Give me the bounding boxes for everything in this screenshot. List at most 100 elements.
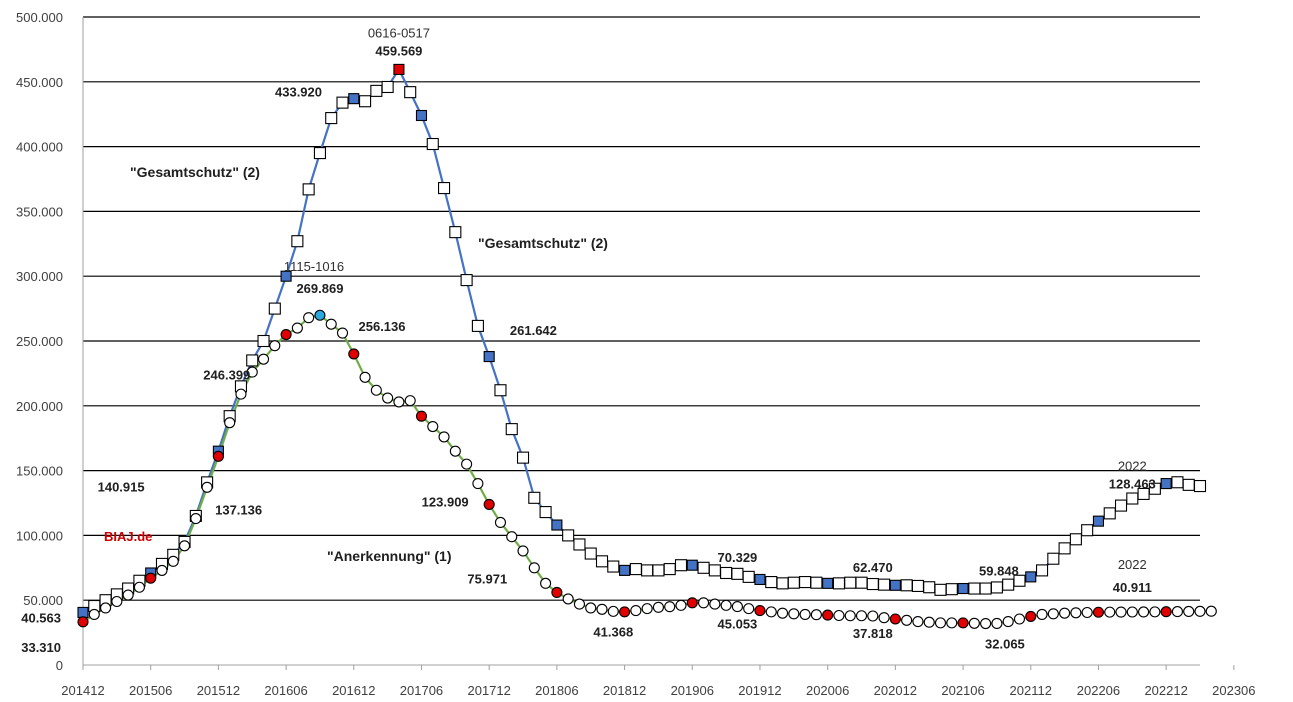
- y-tick-label: 250.000: [16, 334, 63, 349]
- anerkennung-point: [269, 340, 281, 352]
- anerkennung-point: [743, 603, 755, 615]
- gesamtschutz-point: [505, 423, 518, 436]
- anerkennung-point: [946, 617, 958, 629]
- gesamtschutz-point: [742, 570, 755, 583]
- anerkennung-point: [178, 540, 191, 552]
- data-label: 261.642: [510, 323, 557, 338]
- gesamtschutz-point: [1025, 571, 1037, 583]
- anerkennung-point: [336, 327, 349, 339]
- y-tick-label: 50.000: [23, 593, 63, 608]
- anerkennung-point: [652, 601, 664, 613]
- gesamtschutz-point: [1002, 578, 1015, 591]
- gesamtschutz-point: [1148, 482, 1161, 495]
- data-label: 0616-0517: [368, 25, 430, 40]
- anerkennung-point: [348, 348, 360, 360]
- data-label: 128.463: [1109, 477, 1156, 492]
- anerkennung-point: [540, 577, 552, 589]
- data-label: 0722-0623: [1250, 0, 1293, 3]
- data-label: 40.563: [21, 610, 61, 625]
- gesamtschutz-point: [1160, 478, 1172, 490]
- anerkennung-point: [731, 601, 743, 613]
- anerkennung-point: [415, 410, 428, 422]
- anerkennung-point: [855, 610, 868, 622]
- x-tick-label: 201512: [197, 683, 240, 698]
- data-label: 269.869: [296, 281, 343, 296]
- gesamtschutz-point: [404, 86, 417, 99]
- gesamtschutz-point: [844, 576, 857, 589]
- x-tick-label: 202206: [1077, 683, 1120, 698]
- anerkennung-point: [427, 420, 439, 433]
- data-label: 45.053: [718, 617, 758, 632]
- data-label: 41.484: [1250, 0, 1291, 3]
- anerkennung-point: [461, 458, 473, 470]
- brand-label: BIAJ.de: [104, 529, 152, 544]
- x-tick-label: 201606: [264, 683, 307, 698]
- anerkennung-point: [573, 598, 585, 610]
- gesamtschutz-point: [528, 491, 541, 504]
- anerkennung-point: [562, 593, 574, 605]
- anerkennung-point: [675, 599, 687, 611]
- gesamtschutz-point: [731, 567, 744, 580]
- anerkennung-point: [664, 601, 676, 613]
- gesamtschutz-point: [663, 563, 676, 576]
- gesamtschutz-point: [810, 576, 823, 589]
- x-tick-label: 202306: [1212, 683, 1255, 698]
- anerkennung-point: [122, 589, 134, 601]
- gesamtschutz-point: [1047, 552, 1060, 565]
- y-tick-label: 0: [56, 658, 63, 673]
- gesamtschutz-point: [878, 578, 891, 591]
- anerkennung-point: [257, 353, 270, 365]
- anerkennung-point: [517, 545, 529, 557]
- anerkennung-point: [235, 388, 247, 400]
- gesamtschutz-point: [889, 579, 901, 591]
- anerkennung-point: [314, 309, 326, 321]
- gesamtschutz-point: [1013, 574, 1026, 587]
- anerkennung-point: [1149, 606, 1161, 618]
- data-label: 1115-1016: [284, 259, 344, 274]
- anerkennung-point: [483, 498, 495, 510]
- gesamtschutz-point: [348, 93, 360, 105]
- anerkennung-point: [709, 598, 721, 610]
- gesamtschutz-point: [787, 576, 800, 589]
- gesamtschutz-point: [1126, 492, 1139, 505]
- gesamtschutz-point: [1092, 515, 1105, 527]
- anerkennung-point: [1081, 606, 1093, 619]
- gridlines: [83, 16, 1200, 601]
- gesamtschutz-point: [855, 576, 868, 589]
- gesamtschutz-point: [866, 577, 879, 591]
- anerkennung-point: [822, 609, 834, 621]
- anerkennung-point: [607, 605, 619, 617]
- data-label: 62.470: [853, 560, 893, 575]
- anerkennung-point: [1160, 606, 1172, 618]
- anerkennung-point: [596, 603, 608, 615]
- y-tick-label: 350.000: [16, 204, 63, 219]
- gesamtschutz-point: [641, 564, 654, 577]
- gesamtschutz-point: [246, 354, 259, 367]
- gesamtschutz-point: [822, 577, 834, 589]
- anerkennung-point: [1126, 606, 1138, 618]
- anerkennung-point: [506, 531, 518, 543]
- gesamtschutz-point: [460, 274, 473, 287]
- gesamtschutz-point: [1171, 476, 1184, 489]
- gesamtschutz-point: [1069, 533, 1082, 546]
- gesamtschutz-point: [381, 80, 394, 94]
- gesamtschutz-point: [708, 564, 721, 577]
- gesamtschutz-point: [1103, 507, 1116, 520]
- anerkennung-point: [156, 564, 168, 576]
- data-label: 2022: [1118, 459, 1147, 474]
- gesamtschutz-point: [268, 302, 281, 315]
- anerkennung-point: [449, 445, 461, 457]
- gesamtschutz-point: [483, 351, 495, 363]
- anerkennung-point: [1092, 606, 1105, 618]
- gesamtschutz-point: [280, 270, 292, 282]
- anerkennung-point: [901, 614, 913, 626]
- gesamtschutz-point: [1182, 478, 1195, 491]
- gesamtschutz-point: [313, 147, 326, 160]
- anerkennung-point: [810, 609, 822, 621]
- anerkennung-point: [393, 396, 405, 408]
- anerkennung-point: [167, 555, 179, 567]
- anerkennung-point: [1036, 608, 1048, 621]
- anerkennung-point: [686, 597, 698, 609]
- anerkennung-point: [472, 478, 484, 490]
- data-label: 37.818: [853, 626, 893, 641]
